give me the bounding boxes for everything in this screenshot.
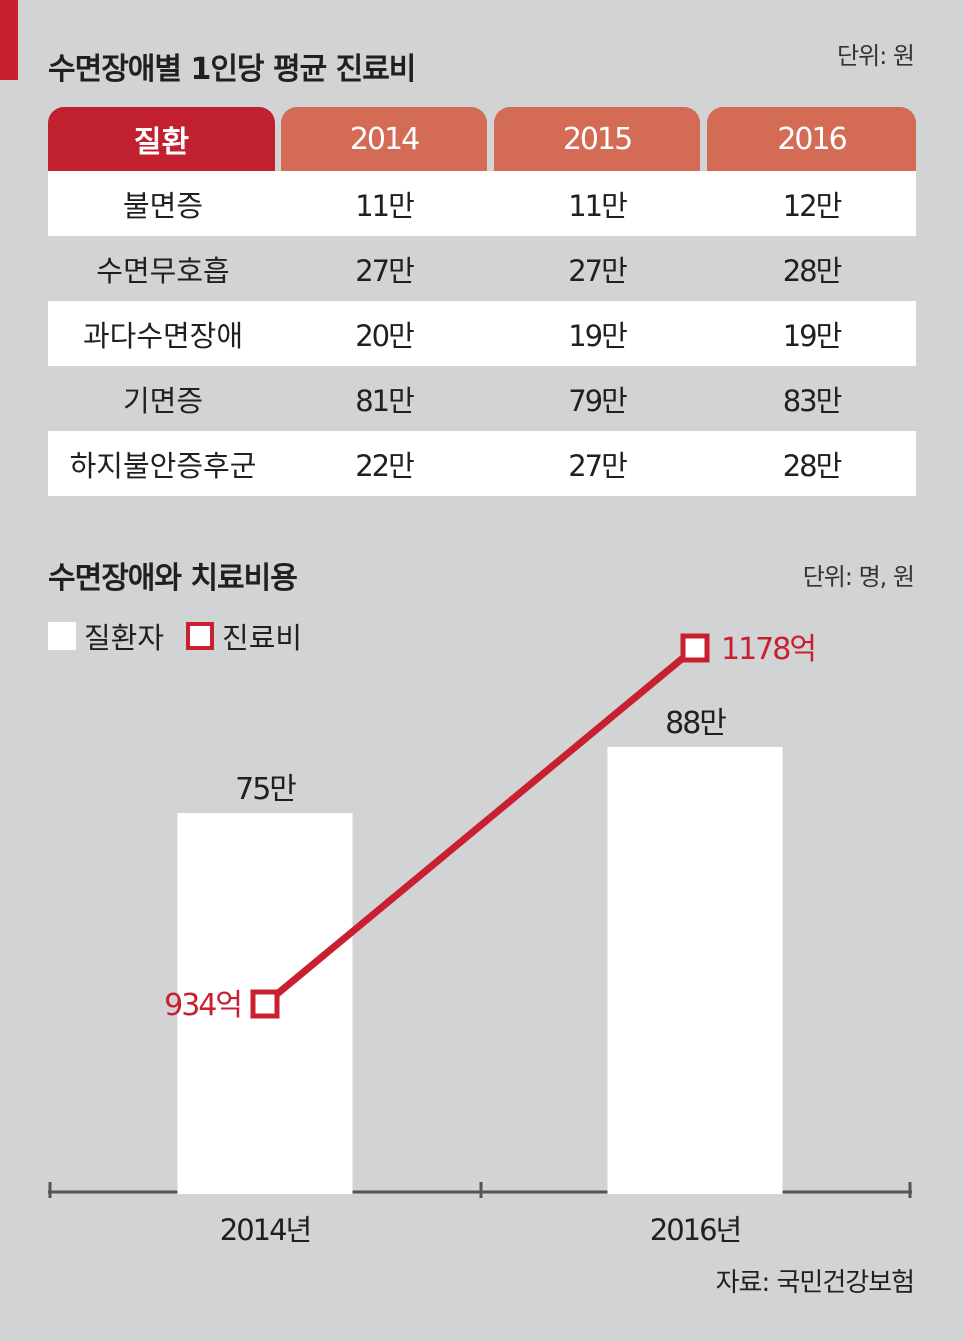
table-cell: 79만 — [568, 383, 628, 418]
table-cell: 28만 — [782, 448, 843, 483]
chart-legend: 질환자 진료비 — [48, 615, 302, 657]
x-tick-label: 2014년 — [220, 1213, 310, 1247]
table-cell: 하지불안증후군 — [69, 448, 257, 483]
table-unit: 단위: 원 — [837, 42, 915, 70]
table-cell: 11만 — [355, 188, 415, 223]
line-data-label: 934억 — [164, 988, 241, 1023]
table-cell: 27만 — [568, 253, 628, 288]
table-cell: 27만 — [568, 448, 628, 483]
chart-title: 수면장애와 치료비용 — [48, 561, 298, 596]
table-cell: 불면증 — [122, 188, 204, 223]
table-cell: 수면무호흡 — [96, 253, 230, 288]
bar-data-label: 88만 — [665, 706, 726, 741]
chart-unit: 단위: 명, 원 — [802, 563, 915, 591]
table-cell: 20만 — [355, 318, 415, 353]
bar — [177, 813, 353, 1194]
table-cell: 11만 — [568, 188, 628, 223]
table-cell: 12만 — [782, 188, 843, 223]
table-row: 하지불안증후군 22만 27만 28만 — [48, 431, 916, 496]
bar — [607, 746, 783, 1194]
table-cell: 19만 — [782, 318, 843, 353]
legend-swatch-cost — [186, 622, 215, 650]
source-note: 자료: 국민건강보험 — [715, 1268, 915, 1298]
line-data-label: 1178억 — [721, 632, 815, 667]
table-header-2016: 2016 — [707, 107, 916, 171]
line-series-cost — [262, 645, 698, 1007]
table-cell: 19만 — [568, 318, 628, 353]
bar-data-label: 75만 — [235, 772, 296, 807]
table-header-2014: 2014 — [281, 107, 487, 171]
line-point — [680, 633, 710, 663]
accent-bar — [0, 0, 18, 80]
table-row: 과다수면장애 20만 19만 19만 — [48, 301, 916, 366]
x-tick-label: 2016년 — [650, 1213, 740, 1247]
table-row: 기면증 81만 79만 83만 — [48, 366, 916, 431]
table-title: 수면장애별 1인당 평균 진료비 — [48, 52, 416, 87]
line-point — [250, 989, 280, 1019]
table-cell: 83만 — [782, 383, 843, 418]
table-cell: 기면증 — [122, 383, 204, 418]
table-row: 수면무호흡 27만 27만 28만 — [48, 236, 916, 301]
table-cell: 22만 — [355, 448, 415, 483]
legend-label-cost: 진료비 — [222, 621, 303, 655]
table-cell: 28만 — [782, 253, 843, 288]
legend-label-patients: 질환자 — [84, 621, 165, 655]
table-header-2015: 2015 — [494, 107, 700, 171]
table-cell: 81만 — [355, 383, 415, 418]
table-cell: 과다수면장애 — [82, 318, 244, 353]
legend-swatch-patients — [48, 622, 76, 650]
table-header-disease: 질환 — [48, 107, 275, 171]
table-cell: 27만 — [355, 253, 415, 288]
table-row: 불면증 11만 11만 12만 — [48, 171, 916, 236]
